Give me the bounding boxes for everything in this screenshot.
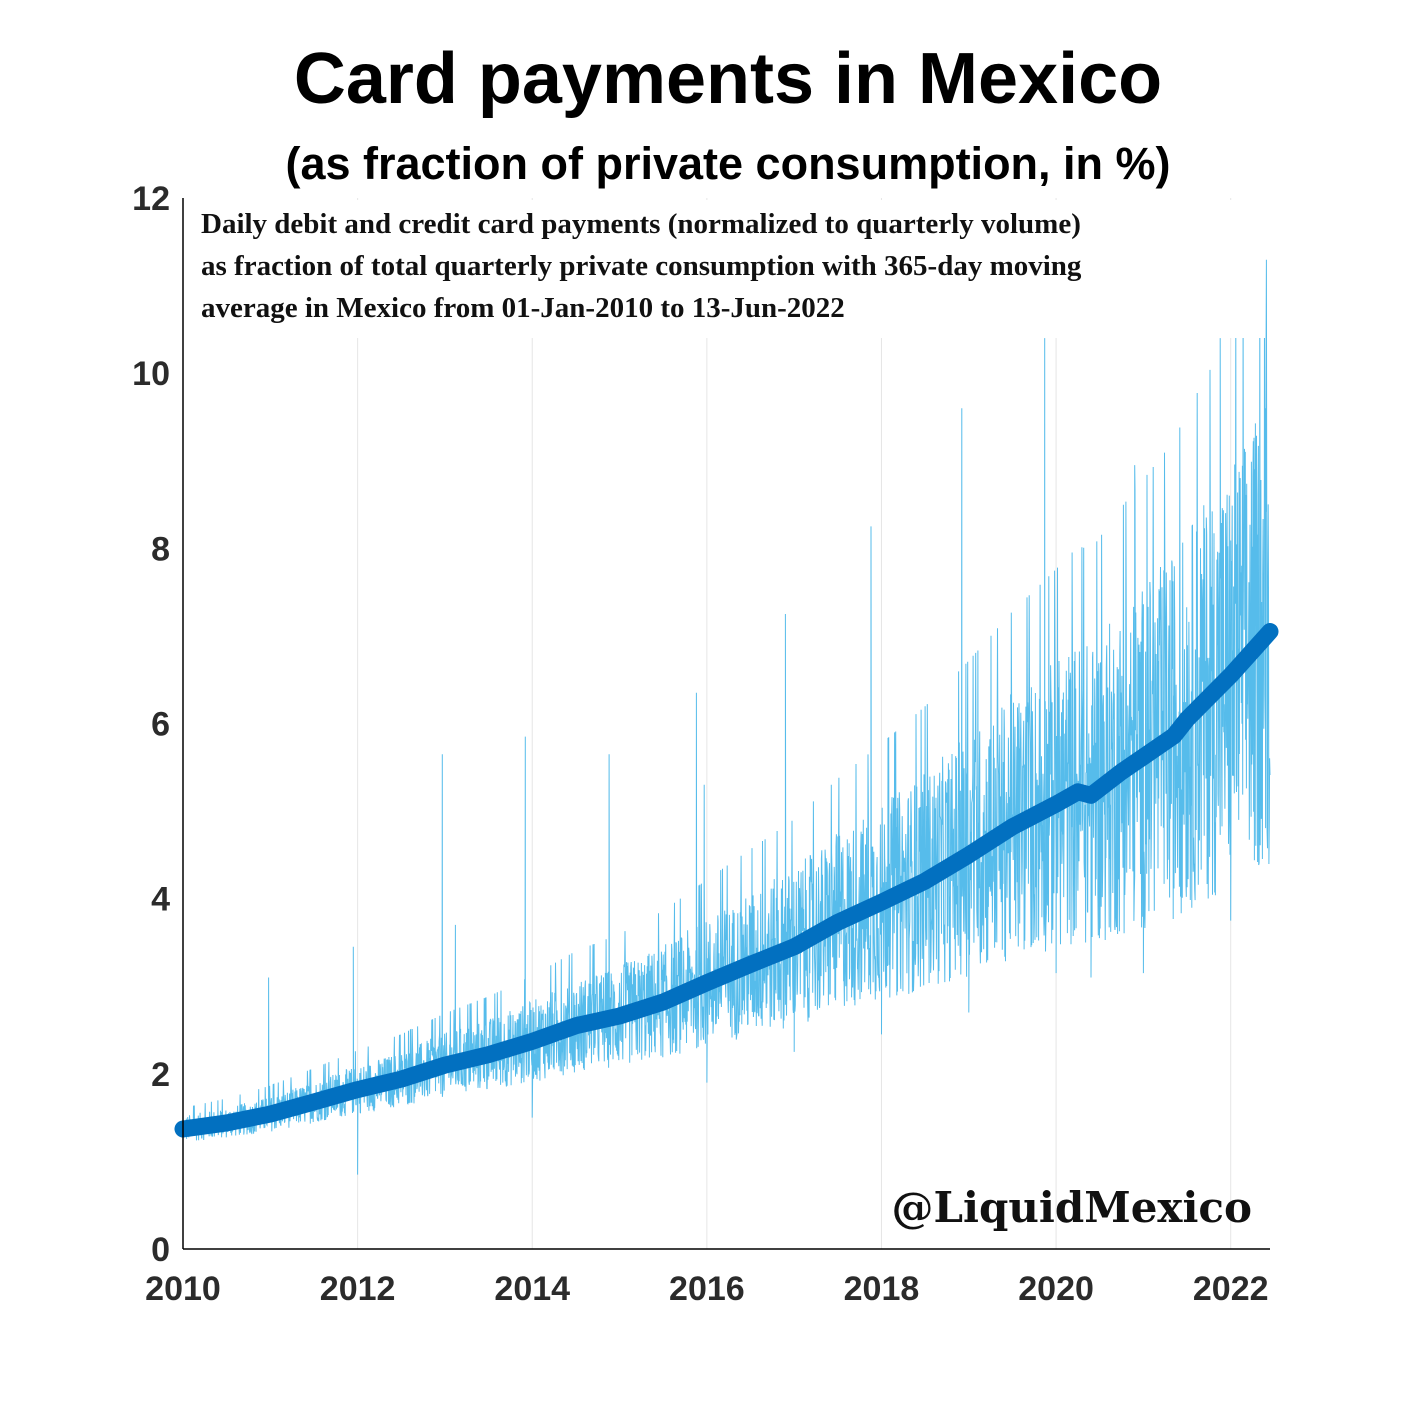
x-tick-label-2022: 2022 — [1193, 1270, 1269, 1308]
y-tick-label-4: 4 — [151, 881, 170, 919]
gridlines — [357, 198, 1232, 1249]
y-tick-labels: 0 2 4 6 8 10 12 — [132, 180, 170, 1269]
description-line-3: average in Mexico from 01-Jan-2010 to 13… — [201, 292, 845, 324]
y-tick-label-12: 12 — [132, 180, 170, 218]
y-tick-label-8: 8 — [151, 530, 170, 568]
watermark: @LiquidMexico — [891, 1183, 1252, 1232]
chart-title: Card payments in Mexico — [293, 39, 1163, 119]
y-tick-label-6: 6 — [151, 706, 170, 744]
y-tick-label-0: 0 — [151, 1231, 170, 1269]
daily-payments-line — [182, 259, 1271, 1175]
y-tick-label-2: 2 — [151, 1056, 170, 1094]
x-tick-label-2012: 2012 — [320, 1270, 396, 1308]
chart-subtitle: (as fraction of private consumption, in … — [285, 138, 1171, 189]
y-tick-label-10: 10 — [132, 355, 170, 393]
description-line-2: as fraction of total quarterly private c… — [201, 250, 1082, 282]
x-tick-label-2014: 2014 — [494, 1270, 570, 1308]
daily-payments-series — [182, 259, 1271, 1175]
moving-average-line — [174, 623, 1279, 1138]
x-tick-label-2018: 2018 — [844, 1270, 920, 1308]
description-line-1: Daily debit and credit card payments (no… — [201, 208, 1081, 240]
x-tick-label-2010: 2010 — [145, 1270, 221, 1308]
x-tick-label-2020: 2020 — [1018, 1270, 1094, 1308]
x-tick-label-2016: 2016 — [669, 1270, 745, 1308]
x-tick-labels: 2010 2012 2014 2016 2018 2020 2022 — [145, 1270, 1268, 1308]
description-background — [190, 200, 1265, 338]
axes — [182, 198, 1270, 1250]
moving-average-series — [174, 623, 1279, 1138]
